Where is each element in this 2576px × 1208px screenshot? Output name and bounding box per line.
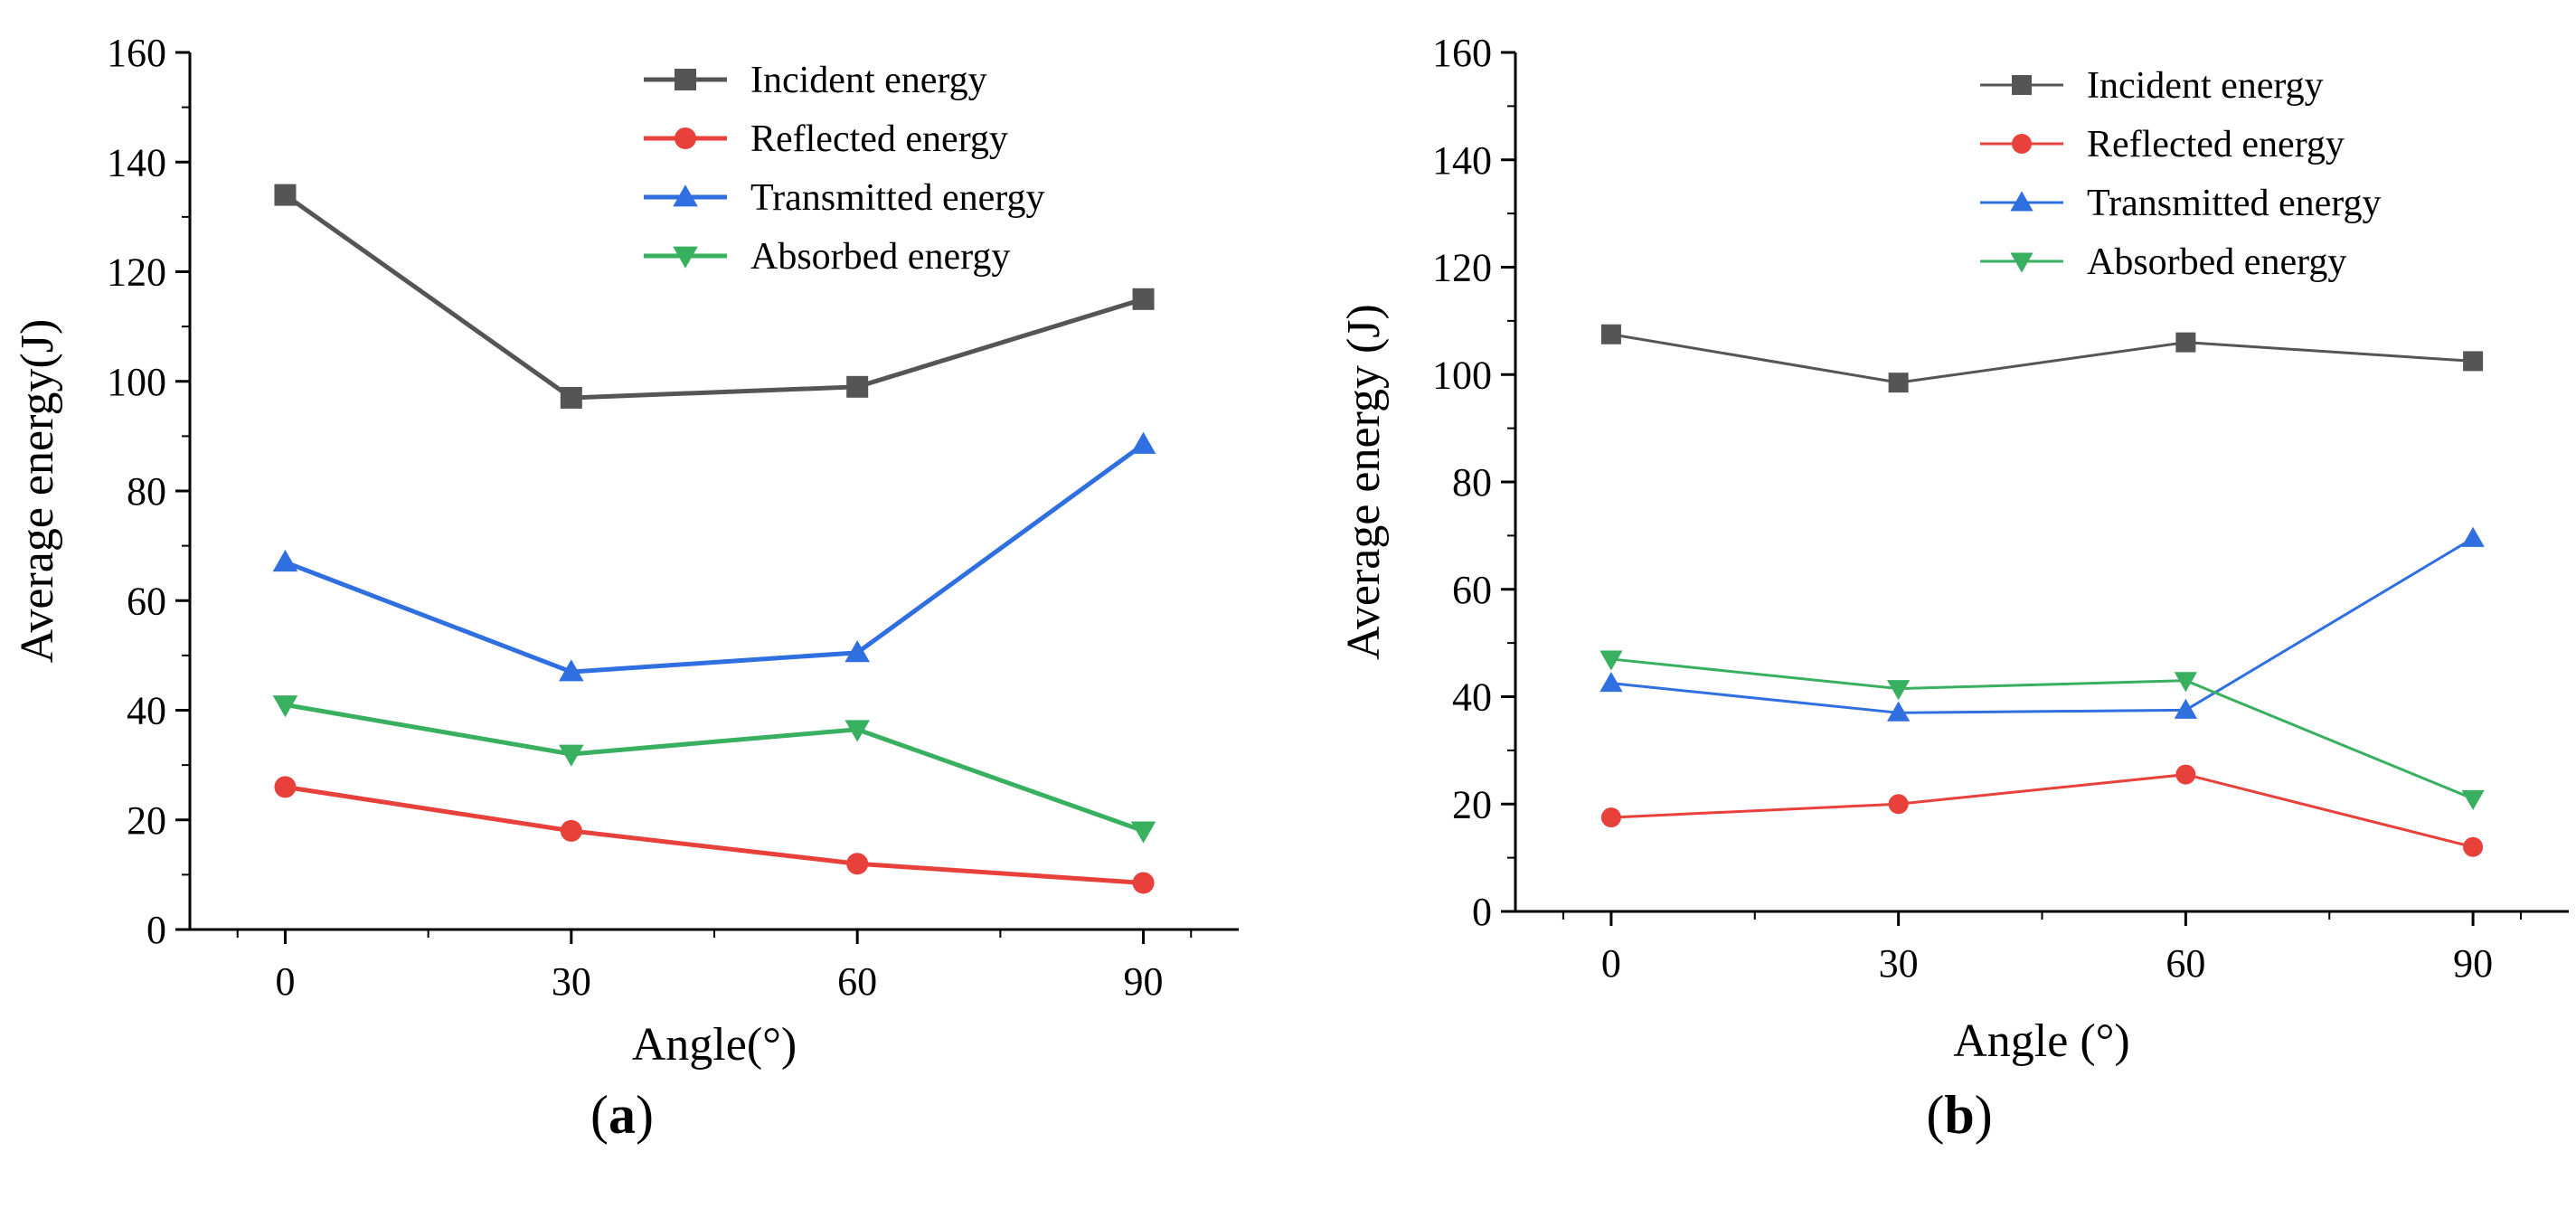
panel-label-b-letter: b (1944, 1085, 1974, 1145)
chart-b-y-tick-label-2: 40 (1452, 675, 1492, 720)
chart-a-series-3-point-1 (559, 744, 584, 767)
chart-a-y-tick-label-3: 60 (127, 579, 166, 623)
chart-b-series-2-point-2 (2174, 698, 2198, 719)
chart-b-legend-1-label: Reflected energy (2087, 124, 2345, 165)
chart-a-series-1-point-2 (846, 853, 869, 875)
chart-b-series-3-point-3 (2461, 789, 2485, 810)
chart-a-series-2-line (284, 442, 1146, 675)
panel-label-b: (b) (1926, 1085, 1992, 1145)
chart-a-series-1-point-0 (274, 776, 297, 798)
chart-b-legend-3-marker (2010, 252, 2033, 273)
chart-b-series-0-point-2 (2175, 332, 2196, 353)
chart-b-series-2-point-3 (2461, 526, 2485, 547)
chart-a-series-2-point-2 (845, 640, 870, 663)
chart-a-series-0-point-3 (1132, 288, 1155, 310)
chart-a-legend-1-label: Reflected energy (750, 118, 1008, 160)
panel-label-a: (a) (590, 1085, 654, 1145)
chart-b-legend-3-label: Absorbed energy (2087, 241, 2346, 283)
chart-a-series-3-point-3 (1130, 821, 1156, 844)
chart-a-series-0-line (284, 193, 1145, 401)
panel-label-a-close: ) (636, 1085, 654, 1145)
panel-label-b-open: ( (1926, 1085, 1944, 1145)
chart-a-legend-3-marker (673, 246, 698, 269)
chart-a-y-tick-label-8: 160 (107, 31, 166, 75)
chart-b-series-1-point-2 (2175, 764, 2196, 785)
chart-a-x-tick-label-1: 30 (552, 959, 591, 1004)
chart-b-series-3-point-1 (1886, 680, 1911, 701)
chart-b-y-tick-label-3: 60 (1452, 568, 1492, 612)
chart-a-legend-2-label: Transmitted energy (750, 177, 1044, 219)
chart-b-series-2-point-1 (1886, 701, 1911, 722)
chart-a-legend-1-marker (675, 127, 696, 149)
chart-a-series-3-point-2 (845, 720, 870, 742)
chart-b-series-0-point-0 (1600, 324, 1621, 344)
chart-a-y-tick-label-4: 80 (127, 469, 166, 514)
chart-a-legend-0-marker (675, 69, 696, 90)
chart-b-y-tick-label-5: 100 (1432, 353, 1492, 397)
chart-a-series-2-point-3 (1130, 431, 1156, 454)
chart-b-series-0-point-3 (2463, 351, 2484, 372)
chart-b-y-axis-title: Average energy (J) (1338, 304, 1390, 660)
chart-b-series-3-point-2 (2174, 672, 2198, 693)
chart-a-series-1-point-3 (1132, 872, 1155, 894)
chart-b-series-1-line (1610, 773, 2474, 849)
chart-a-series-0-point-2 (846, 375, 869, 398)
chart-b-series-2-line (1610, 537, 2474, 714)
chart-b-series-1-point-1 (1888, 794, 1909, 815)
chart-b-y-tick-label-6: 120 (1432, 246, 1492, 290)
panel-label-a-open: ( (590, 1085, 609, 1145)
chart-b-x-tick-label-1: 30 (1879, 941, 1919, 986)
chart-a-legend-3-label: Absorbed energy (750, 236, 1010, 278)
chart-a-series-3-point-0 (272, 695, 298, 718)
chart-a-x-tick-label-3: 90 (1124, 959, 1164, 1004)
chart-a-series-2-point-0 (272, 550, 298, 572)
panel-label-b-close: ) (1975, 1085, 1993, 1145)
chart-b-y-tick-label-1: 20 (1452, 782, 1492, 826)
chart-a-legend-0-label: Incident energy (750, 60, 987, 101)
chart-b-y-tick-label-8: 160 (1432, 31, 1492, 75)
chart-b-y-tick-label-0: 0 (1472, 890, 1492, 934)
chart-b-x-axis-title: Angle (°) (1953, 1015, 2130, 1067)
chart-a-series-1-point-1 (560, 819, 582, 842)
chart-a-legend-2-marker (673, 184, 698, 207)
chart-a-y-tick-label-2: 40 (127, 689, 166, 733)
chart-b-legend-0-marker (2012, 75, 2032, 95)
chart-a-series-0-point-0 (274, 184, 297, 206)
chart-a-series-2-point-1 (559, 659, 584, 682)
chart-b-y-tick-label-7: 140 (1432, 138, 1492, 183)
chart-panel-b: 0 20 40 60 80 100 120 140 160 0 30 60 90 Angle (°) Ave… (1338, 31, 2569, 1067)
chart-b-series-3-point-0 (1599, 650, 1623, 671)
chart-a-series-3-line (285, 702, 1145, 834)
chart-a-y-tick-label-7: 140 (107, 140, 166, 184)
chart-a-y-tick-label-5: 100 (107, 360, 166, 404)
chart-b-series-2-point-0 (1599, 672, 1623, 693)
chart-b-series-0-line (1610, 333, 2474, 384)
chart-b-series-1-point-0 (1600, 807, 1621, 828)
chart-b-series-3-line (1610, 657, 2474, 800)
chart-b-series-0-point-1 (1888, 373, 1909, 393)
chart-b-x-tick-label-2: 60 (2166, 941, 2205, 986)
chart-b-legend-2-marker (2010, 191, 2033, 212)
chart-panel-a: 0 20 40 60 80 100 120 140 160 0 30 60 90 Angle(°) Aver… (12, 31, 1239, 1071)
chart-b-legend-2-label: Transmitted energy (2087, 183, 2381, 224)
chart-b-legend-1-marker (2012, 134, 2032, 154)
chart-b-series-1-point-3 (2463, 836, 2484, 857)
chart-a-y-tick-label-6: 120 (107, 250, 166, 295)
panel-label-a-letter: a (609, 1085, 636, 1145)
chart-a-x-tick-label-2: 60 (837, 959, 877, 1004)
chart-b-y-tick-label-4: 80 (1452, 460, 1492, 505)
chart-a-y-axis-title: Average energy(J) (12, 319, 63, 664)
chart-a-y-tick-label-0: 0 (146, 908, 166, 952)
chart-a-y-tick-label-1: 20 (127, 798, 166, 843)
chart-a-x-axis-title: Angle(°) (632, 1019, 797, 1071)
chart-b-x-tick-label-3: 90 (2453, 941, 2493, 986)
chart-a-x-tick-label-0: 0 (275, 959, 295, 1004)
chart-b-legend-0-label: Incident energy (2087, 65, 2324, 107)
chart-a-series-1-line (285, 784, 1144, 885)
chart-b-x-tick-label-0: 0 (1601, 941, 1621, 986)
chart-a-series-0-point-1 (560, 386, 582, 409)
